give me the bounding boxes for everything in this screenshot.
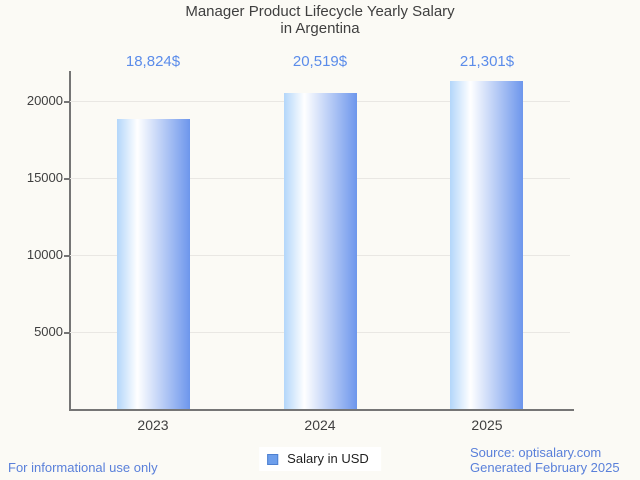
x-axis-line: [69, 409, 574, 411]
bar-2024: [284, 93, 357, 409]
chart-title: Manager Product Lifecycle Yearly Salary: [185, 3, 455, 20]
x-axis-label: 2025: [471, 417, 503, 433]
bar-value-label: 18,824$: [125, 53, 181, 70]
source-block: Source: optisalary.com Generated Februar…: [470, 445, 620, 475]
y-axis-label: 5000: [34, 324, 63, 339]
disclaimer-text: For informational use only: [8, 460, 158, 475]
y-axis-tick: [64, 255, 70, 257]
bar-value-label: 20,519$: [292, 53, 348, 70]
legend-swatch-icon: [267, 453, 279, 465]
chart-subtitle: in Argentina: [280, 20, 360, 37]
bar-2023: [117, 119, 190, 409]
y-axis-tick: [64, 101, 70, 103]
legend: Salary in USD: [259, 447, 381, 471]
y-axis-line: [69, 71, 71, 411]
y-axis-label: 10000: [26, 247, 63, 262]
x-axis-label: 2023: [137, 417, 169, 433]
y-axis-tick: [64, 332, 70, 334]
generated-text: Generated February 2025: [470, 459, 620, 475]
legend-label: Salary in USD: [287, 451, 369, 466]
y-axis-label: 15000: [26, 170, 63, 185]
x-axis-label: 2024: [304, 417, 336, 433]
y-axis-tick: [64, 178, 70, 180]
bar-value-label: 21,301$: [459, 53, 515, 70]
y-axis-label: 20000: [26, 93, 63, 108]
bar-2025: [450, 81, 523, 409]
source-text: Source: optisalary.com: [470, 445, 602, 460]
